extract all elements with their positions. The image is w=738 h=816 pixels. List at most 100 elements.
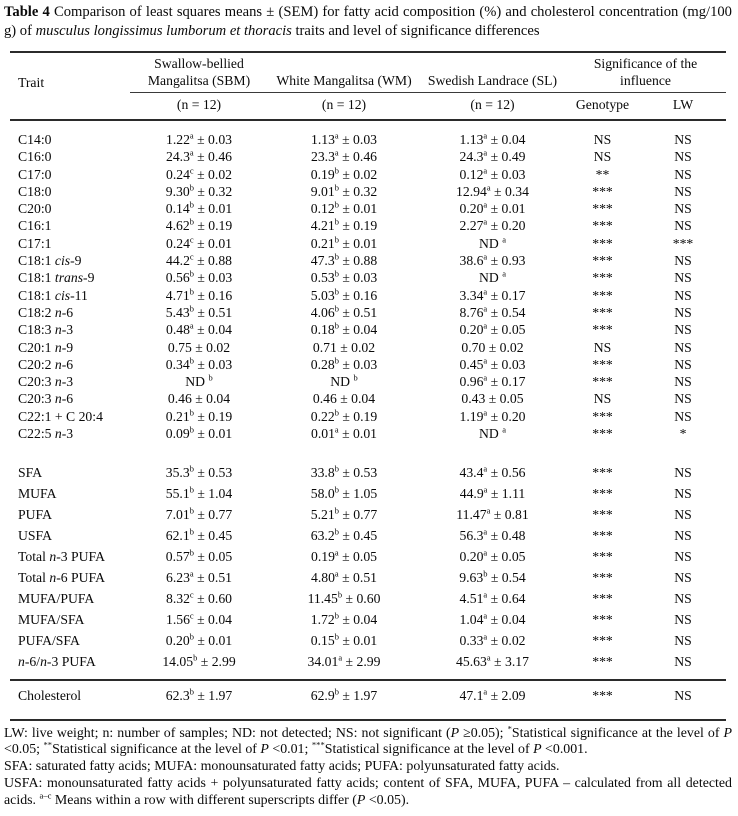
significance-lw-cell: NS [674, 166, 692, 182]
trait-cell: C17:1 [18, 235, 52, 251]
table-row: MUFA 55.1b ± 1.04 58.0b ± 1.05 44.9a ± 1.11… [10, 483, 726, 504]
value-cell-sbm: 0.20b ± 0.01 [165, 631, 233, 649]
significance-lw-cell: NS [674, 570, 692, 586]
value-cell-sbm: 8.32c ± 0.60 [165, 589, 233, 607]
significance-lw-cell: NS [674, 507, 692, 523]
section-gap [10, 442, 726, 462]
table-caption-text: Comparison of least squares means ± (SEM… [4, 4, 732, 39]
value-cell-sl: 11.47a ± 0.81 [456, 505, 529, 523]
significance-genotype-cell: *** [592, 570, 613, 586]
value-cell-sl: ND a [479, 424, 506, 442]
value-cell-sl: 0.20a ± 0.01 [459, 199, 526, 217]
table-row: C18:0 9.30b ± 0.32 9.01b ± 0.32 12.94a ± 0.… [10, 183, 726, 200]
value-cell-sbm: 0.57b ± 0.05 [165, 547, 233, 565]
trait-cell: C17:0 [18, 166, 52, 182]
trait-cell: PUFA/SFA [18, 633, 80, 649]
value-cell-wm: ND b [330, 372, 358, 390]
significance-lw-cell: NS [674, 549, 692, 565]
table-row: C14:0 1.22a ± 0.03 1.13a ± 0.03 1.13a ± 0.0… [10, 120, 726, 148]
table-row: MUFA/SFA 1.56c ± 0.04 1.72b ± 0.04 1.04a ± … [10, 609, 726, 630]
col-header-trait: Trait [10, 52, 130, 121]
value-cell-sbm: 24.3a ± 0.46 [165, 147, 233, 165]
significance-genotype-cell: *** [565, 679, 640, 720]
value-cell-sbm: 0.14b ± 0.01 [165, 199, 233, 217]
value-cell-sbm: 0.24c ± 0.01 [165, 234, 233, 251]
value-cell-sl: 45.63a ± 3.17 [456, 652, 529, 670]
value-cell-sl: 0.20a ± 0.05 [459, 320, 526, 338]
significance-lw-cell: NS [674, 528, 692, 544]
significance-lw-cell: NS [674, 356, 692, 372]
significance-genotype-cell: NS [593, 391, 612, 407]
footnote-usfa-superscripts: USFA: monounsaturated fatty acids + poly… [4, 776, 732, 808]
significance-genotype-cell: *** [592, 270, 613, 286]
col-header-wm: White Mangalitsa (WM) [268, 52, 420, 93]
table-caption: Table 4 Comparison of least squares mean… [4, 3, 732, 41]
value-cell-sl: 0.43 ± 0.05 [461, 391, 524, 407]
value-cell-sl: 4.51a ± 0.64 [459, 589, 526, 607]
significance-lw-cell: NS [674, 253, 692, 269]
trait-cell: MUFA/SFA [18, 612, 85, 628]
significance-lw-cell: NS [640, 679, 727, 720]
value-cell-sbm: 0.24c ± 0.02 [165, 165, 233, 182]
table-row: C18:2 n-6 5.43b ± 0.51 4.06b ± 0.51 8.76a ±… [10, 304, 726, 321]
table-row: MUFA/PUFA 8.32c ± 0.60 11.45b ± 0.60 4.51a … [10, 588, 726, 609]
value-cell-sl: ND a [479, 268, 506, 286]
value-cell-sl: 24.3a ± 0.49 [459, 147, 526, 165]
significance-lw-cell: NS [674, 149, 692, 165]
trait-cell: C18:1 trans-9 [18, 270, 95, 286]
trait-cell: C18:1 cis-9 [18, 253, 82, 269]
significance-genotype-cell: *** [592, 218, 613, 234]
trait-cell: PUFA [18, 507, 52, 523]
value-cell-wm: 5.03b ± 0.16 [310, 286, 378, 303]
value-cell-wm: 0.19b ± 0.02 [310, 165, 378, 182]
value-cell-wm: 33.8b ± 0.53 [310, 463, 378, 481]
col-header-sl: Swedish Landrace (SL) [420, 52, 565, 93]
trait-cell: C22:5 n-3 [18, 426, 74, 442]
table-row: n-6/n-3 PUFA 14.05b ± 2.99 34.01a ± 2.99 45… [10, 651, 726, 680]
value-cell-sbm: 4.62b ± 0.19 [165, 216, 233, 234]
significance-genotype-cell: *** [592, 356, 613, 372]
significance-lw-cell: NS [674, 612, 692, 628]
table-row: C20:0 0.14b ± 0.01 0.12b ± 0.01 0.20a ± 0.0… [10, 200, 726, 217]
value-cell-sbm: 0.46 ± 0.04 [167, 391, 231, 407]
significance-genotype-cell: *** [592, 465, 613, 481]
significance-genotype-cell: *** [592, 507, 613, 523]
significance-lw-cell: *** [672, 235, 694, 251]
significance-genotype-cell: *** [592, 304, 613, 320]
table-row: C16:1 4.62b ± 0.19 4.21b ± 0.19 2.27a ± 0.2… [10, 217, 726, 234]
sample-size-header-row: (n = 12) (n = 12) (n = 12) Genotype LW [10, 92, 727, 121]
col-header-significance: Significance of the influence [565, 52, 727, 93]
value-cell-sbm: 35.3b ± 0.53 [165, 463, 233, 481]
trait-cell: MUFA/PUFA [18, 591, 95, 607]
significance-genotype-cell: *** [592, 183, 613, 199]
trait-cell: MUFA [18, 486, 57, 502]
value-cell-sbm: 0.09b ± 0.01 [165, 424, 233, 442]
table-row: C22:1 + C 20:4 0.21b ± 0.19 0.22b ± 0.19 1.… [10, 408, 726, 425]
table-row: C20:2 n-6 0.34b ± 0.03 0.28b ± 0.03 0.45a ±… [10, 356, 726, 373]
trait-cell: SFA [18, 465, 43, 481]
significance-genotype-cell: *** [592, 201, 613, 217]
table-header: Trait Swallow-bellied Mangalitsa (SBM) W… [10, 52, 727, 121]
significance-lw-cell: NS [674, 322, 692, 338]
value-cell-sl: 8.76a ± 0.54 [459, 303, 526, 320]
value-cell-wm: 4.21b ± 0.19 [310, 216, 378, 234]
value-cell-sbm: 0.56b ± 0.03 [165, 268, 233, 286]
value-cell-sl: 0.70 ± 0.02 [461, 339, 524, 355]
value-cell-sbm: 55.1b ± 1.04 [165, 484, 233, 502]
significance-lw-cell: NS [674, 654, 692, 670]
table-row: PUFA/SFA 0.20b ± 0.01 0.15b ± 0.01 0.33a ± … [10, 630, 726, 651]
value-cell-wm: 11.45b ± 0.60 [307, 589, 381, 607]
value-cell-wm: 4.06b ± 0.51 [310, 303, 378, 320]
value-cell-sbm: 7.01b ± 0.77 [165, 505, 233, 523]
significance-lw-cell: NS [674, 391, 692, 407]
significance-genotype-cell: *** [592, 591, 613, 607]
footnotes: LW: live weight; n: number of samples; N… [4, 723, 732, 810]
value-cell-wm: 23.3a ± 0.46 [310, 147, 378, 165]
value-cell-sbm: 5.43b ± 0.51 [165, 303, 233, 320]
trait-cell: USFA [18, 528, 52, 544]
footnote-abbreviations: LW: live weight; n: number of samples; N… [4, 723, 732, 758]
trait-cell: n-6/n-3 PUFA [18, 654, 96, 670]
value-cell-wm: 63.2b ± 0.45 [310, 526, 378, 544]
value-cell-sl: 0.20a ± 0.05 [459, 547, 526, 565]
value-cell-wm: 0.53b ± 0.03 [310, 268, 378, 286]
